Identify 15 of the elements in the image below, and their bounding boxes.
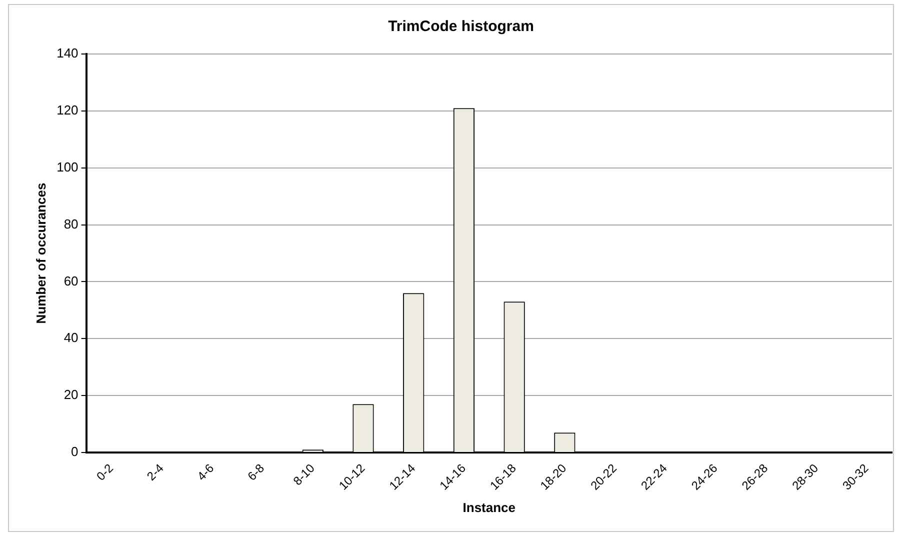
x-tick-label: 6-8 <box>244 460 268 484</box>
chart-title: TrimCode histogram <box>388 18 534 36</box>
x-tick-label: 0-2 <box>94 460 116 484</box>
x-tick-label: 4-6 <box>194 460 217 484</box>
y-tick-label: 100 <box>56 159 78 174</box>
y-axis-title: Number of occurances <box>33 182 48 324</box>
x-axis-title: Instance <box>462 500 516 515</box>
y-tick-label: 40 <box>64 330 78 346</box>
y-tick-label: 20 <box>64 387 78 402</box>
y-tick-label: 0 <box>71 444 78 460</box>
x-tick-label: 2-4 <box>144 460 167 484</box>
y-tick-label: 60 <box>64 273 78 288</box>
y-tick-label: 120 <box>56 102 78 118</box>
y-tick-label: 140 <box>56 46 78 61</box>
y-tick-label: 80 <box>64 216 78 232</box>
